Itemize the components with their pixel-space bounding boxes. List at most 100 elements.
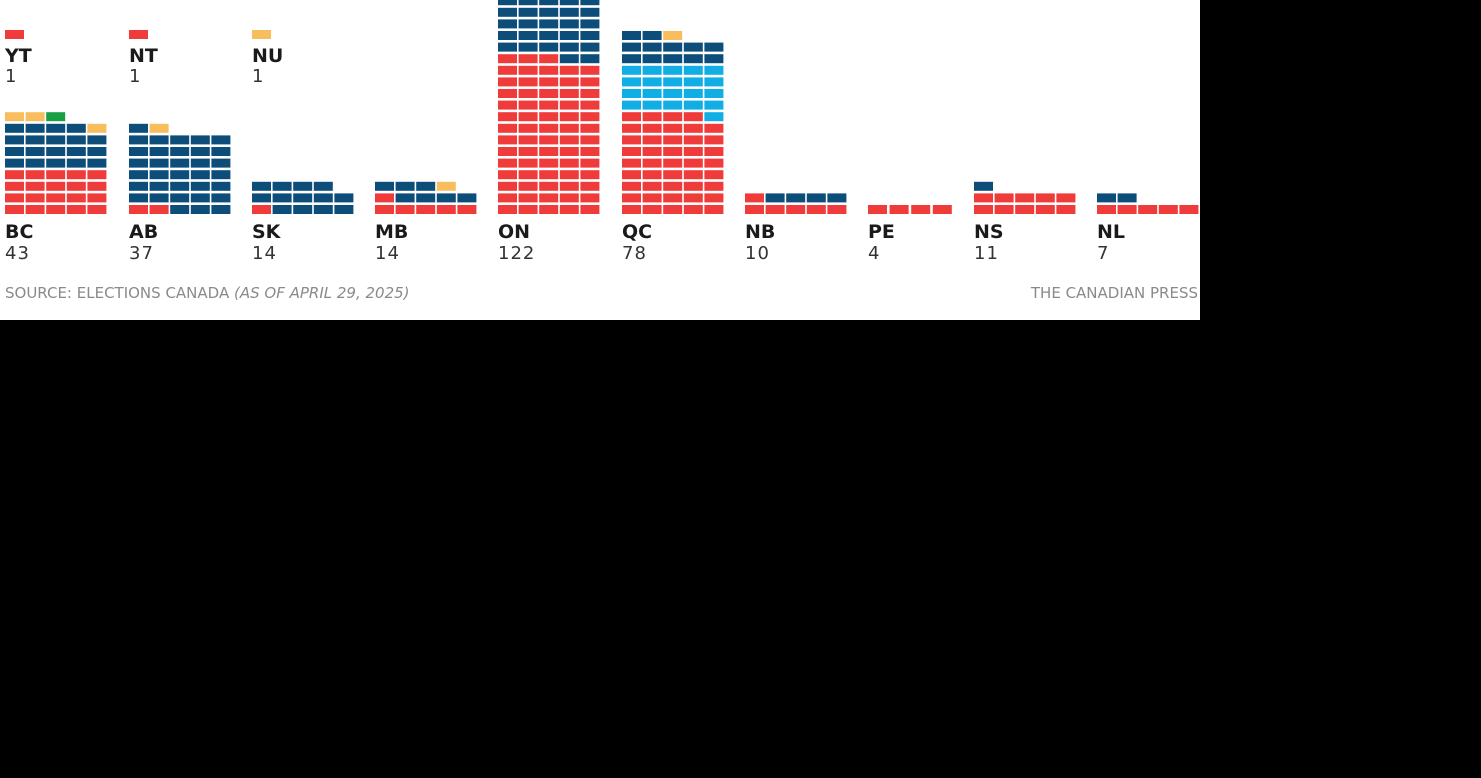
seat-cell-ab-conservative bbox=[190, 205, 210, 214]
waffle-chart: YT1NT1NU1BC43AB37SK14MB14ON122QC78NB10PE… bbox=[4, 0, 1199, 264]
seat-cell-qc-bloc bbox=[704, 89, 724, 98]
seat-cell-bc-conservative bbox=[66, 158, 86, 168]
seat-cell-qc-liberal bbox=[683, 135, 703, 145]
seat-count-label: 1 bbox=[129, 66, 141, 87]
seat-cell-on-liberal bbox=[498, 193, 517, 203]
seat-cell-on-conservative bbox=[518, 31, 538, 40]
seat-cell-nb-conservative bbox=[786, 193, 806, 203]
seat-cell-bc-liberal bbox=[66, 205, 86, 214]
seat-cell-qc-liberal bbox=[622, 205, 641, 214]
seat-cell-bc-liberal bbox=[87, 181, 107, 191]
seat-cell-bc-conservative bbox=[66, 123, 86, 133]
seat-cell-qc-liberal bbox=[622, 181, 641, 191]
seat-cell-on-conservative bbox=[580, 42, 600, 52]
seat-cell-on-liberal bbox=[580, 158, 600, 168]
seat-cell-mb-conservative bbox=[375, 181, 394, 191]
seat-cell-bc-conservative bbox=[5, 158, 24, 168]
chart-area: YT 1 NT 1 NU 1 BC 43 AB 37 SK 14 MB 14 ON 122 QC 78 NB 10 PE… bbox=[0, 0, 1200, 320]
seat-cell-mb-liberal bbox=[375, 205, 394, 214]
seat-cell-bc-liberal bbox=[87, 205, 107, 214]
seat-cell-qc-bloc bbox=[622, 89, 641, 98]
seat-cell-nb-conservative bbox=[765, 193, 785, 203]
seat-cell-on-liberal bbox=[559, 100, 579, 110]
seat-cell-on-liberal bbox=[559, 147, 579, 156]
seat-cell-on-conservative bbox=[580, 54, 600, 64]
seat-cell-on-liberal bbox=[539, 205, 559, 214]
seat-cell-mb-conservative bbox=[395, 181, 415, 191]
seat-cell-on-liberal bbox=[518, 89, 538, 98]
seat-cell-bc-liberal bbox=[25, 193, 45, 203]
seat-cell-bc-liberal bbox=[25, 170, 45, 180]
seat-cell-qc-liberal bbox=[704, 135, 724, 145]
seat-cell-qc-conservative bbox=[683, 54, 703, 64]
seat-count-label: 1 bbox=[5, 66, 17, 87]
seat-cell-qc-liberal bbox=[642, 123, 662, 133]
seat-cell-on-liberal bbox=[518, 65, 538, 75]
seat-cell-nl-conservative bbox=[1097, 193, 1116, 203]
seat-cell-ab-conservative bbox=[129, 158, 148, 168]
province-group-pe: PE4 bbox=[868, 205, 952, 264]
seat-cell-on-conservative bbox=[518, 7, 538, 17]
seat-cell-on-liberal bbox=[498, 89, 517, 98]
seat-cell-sk-conservative bbox=[313, 205, 333, 214]
seat-cell-on-liberal bbox=[498, 112, 517, 122]
seat-cell-qc-conservative bbox=[683, 42, 703, 52]
seat-cell-bc-conservative bbox=[5, 123, 24, 133]
seat-cell-ab-conservative bbox=[149, 181, 169, 191]
seat-cell-on-conservative bbox=[539, 0, 559, 6]
seat-cell-on-liberal bbox=[580, 135, 600, 145]
seat-cell-ab-conservative bbox=[170, 193, 190, 203]
seat-cell-nl-liberal bbox=[1158, 205, 1178, 214]
seat-cell-sk-conservative bbox=[334, 193, 354, 203]
seat-cell-on-liberal bbox=[559, 205, 579, 214]
province-group-yt: YT1 bbox=[4, 30, 32, 87]
seat-cell-on-liberal bbox=[498, 181, 517, 191]
seat-cell-ns-liberal bbox=[1056, 205, 1076, 214]
seat-cell-on-liberal bbox=[518, 181, 538, 191]
seat-cell-bc-liberal bbox=[66, 170, 86, 180]
seat-cell-bc-conservative bbox=[5, 135, 24, 145]
seat-cell-nl-liberal bbox=[1179, 205, 1199, 214]
seat-cell-on-liberal bbox=[498, 54, 517, 64]
seat-cell-on-liberal bbox=[559, 158, 579, 168]
seat-cell-bc-liberal bbox=[5, 193, 24, 203]
seat-cell-qc-liberal bbox=[683, 112, 703, 122]
seat-cell-bc-liberal bbox=[25, 181, 45, 191]
seat-cell-pe-liberal bbox=[868, 205, 887, 214]
seat-cell-ab-conservative bbox=[149, 147, 169, 156]
seat-cell-pe-liberal bbox=[889, 205, 909, 214]
seat-cell-qc-liberal bbox=[622, 112, 641, 122]
seat-cell-ab-conservative bbox=[190, 170, 210, 180]
seat-cell-sk-conservative bbox=[272, 205, 292, 214]
seat-cell-mb-conservative bbox=[436, 193, 456, 203]
seat-cell-qc-bloc bbox=[683, 89, 703, 98]
seat-cell-qc-liberal bbox=[683, 158, 703, 168]
seat-cell-qc-liberal bbox=[663, 205, 683, 214]
seat-cell-ns-liberal bbox=[1056, 193, 1076, 203]
seat-cell-on-liberal bbox=[539, 193, 559, 203]
seat-cell-on-liberal bbox=[518, 205, 538, 214]
seat-cell-qc-bloc bbox=[704, 100, 724, 110]
seat-cell-on-liberal bbox=[518, 158, 538, 168]
province-code-label: NL bbox=[1097, 221, 1125, 243]
seat-cell-qc-bloc bbox=[642, 89, 662, 98]
seat-cell-qc-bloc bbox=[683, 77, 703, 87]
seat-cell-nb-conservative bbox=[806, 193, 826, 203]
seat-cell-ab-conservative bbox=[211, 205, 231, 214]
seat-cell-sk-conservative bbox=[272, 193, 292, 203]
seat-cell-ab-conservative bbox=[211, 181, 231, 191]
seat-cell-ab-conservative bbox=[149, 135, 169, 145]
seat-cell-ns-liberal bbox=[1015, 205, 1035, 214]
seat-cell-ab-conservative bbox=[170, 181, 190, 191]
seat-cell-on-liberal bbox=[498, 65, 517, 75]
seat-cell-ab-liberal bbox=[149, 205, 169, 214]
seat-cell-bc-conservative bbox=[66, 135, 86, 145]
seat-count-label: 14 bbox=[252, 243, 277, 264]
seat-cell-on-conservative bbox=[559, 54, 579, 64]
seat-cell-on-conservative bbox=[559, 42, 579, 52]
seat-cell-on-liberal bbox=[580, 181, 600, 191]
seat-cell-nb-liberal bbox=[745, 205, 764, 214]
seat-cell-nl-liberal bbox=[1117, 205, 1137, 214]
seat-cell-qc-conservative bbox=[704, 54, 724, 64]
